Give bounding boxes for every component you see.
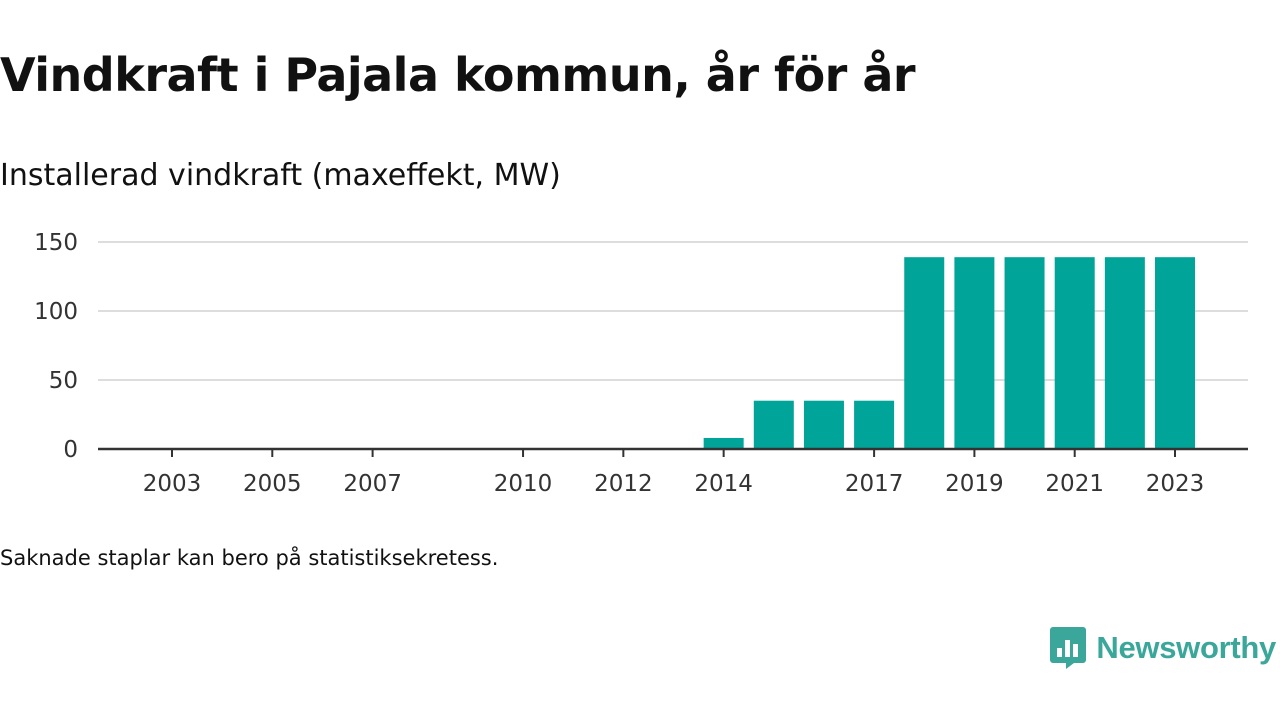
x-tick-label-2010: 2010 [494, 471, 553, 497]
y-tick-label-150: 150 [34, 230, 78, 256]
bar-2019 [954, 257, 995, 449]
x-tick-label-2023: 2023 [1146, 471, 1205, 497]
y-tick-label-100: 100 [34, 299, 78, 325]
x-tick-label-2005: 2005 [243, 471, 302, 497]
y-tick-label-0: 0 [63, 437, 78, 463]
bar-2021 [1054, 257, 1095, 449]
bar-2018 [904, 257, 945, 449]
newsworthy-logo-icon [1050, 627, 1087, 669]
bar-2015 [753, 400, 794, 449]
x-tick-label-2007: 2007 [343, 471, 402, 497]
logo-text: Newsworthy [1096, 630, 1276, 665]
y-tick-label-50: 50 [49, 368, 78, 394]
bar-2016 [803, 400, 844, 449]
chart-subtitle: Installerad vindkraft (maxeffekt, MW) [0, 158, 561, 193]
bar-2023 [1155, 257, 1195, 449]
bar-2022 [1104, 257, 1145, 449]
x-tick-label-2017: 2017 [845, 471, 904, 497]
footnote: Saknade staplar kan bero på statistiksek… [0, 546, 499, 570]
bar-2020 [1004, 257, 1045, 449]
bars [703, 257, 1195, 449]
newsworthy-logo[interactable]: Newsworthy [1050, 627, 1276, 669]
x-tick-label-2014: 2014 [694, 471, 753, 497]
chart-title: Vindkraft i Pajala kommun, år för år [0, 48, 916, 102]
x-axis-labels: 2003 2005 2007 2010 2012 2014 2017 2019 2021 2023 [143, 449, 1205, 497]
bar-2014 [703, 437, 744, 449]
x-tick-label-2021: 2021 [1045, 471, 1104, 497]
x-tick-label-2019: 2019 [945, 471, 1004, 497]
x-tick-label-2003: 2003 [143, 471, 202, 497]
x-tick-label-2012: 2012 [594, 471, 653, 497]
bar-2017 [854, 400, 895, 449]
y-axis-labels: 0 50 100 150 [34, 230, 78, 463]
